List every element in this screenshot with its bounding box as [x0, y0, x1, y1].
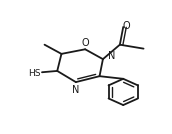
- Text: O: O: [122, 21, 130, 31]
- Text: N: N: [72, 85, 79, 95]
- Text: N: N: [108, 51, 115, 61]
- Text: O: O: [81, 38, 89, 48]
- Text: HS: HS: [28, 69, 40, 78]
